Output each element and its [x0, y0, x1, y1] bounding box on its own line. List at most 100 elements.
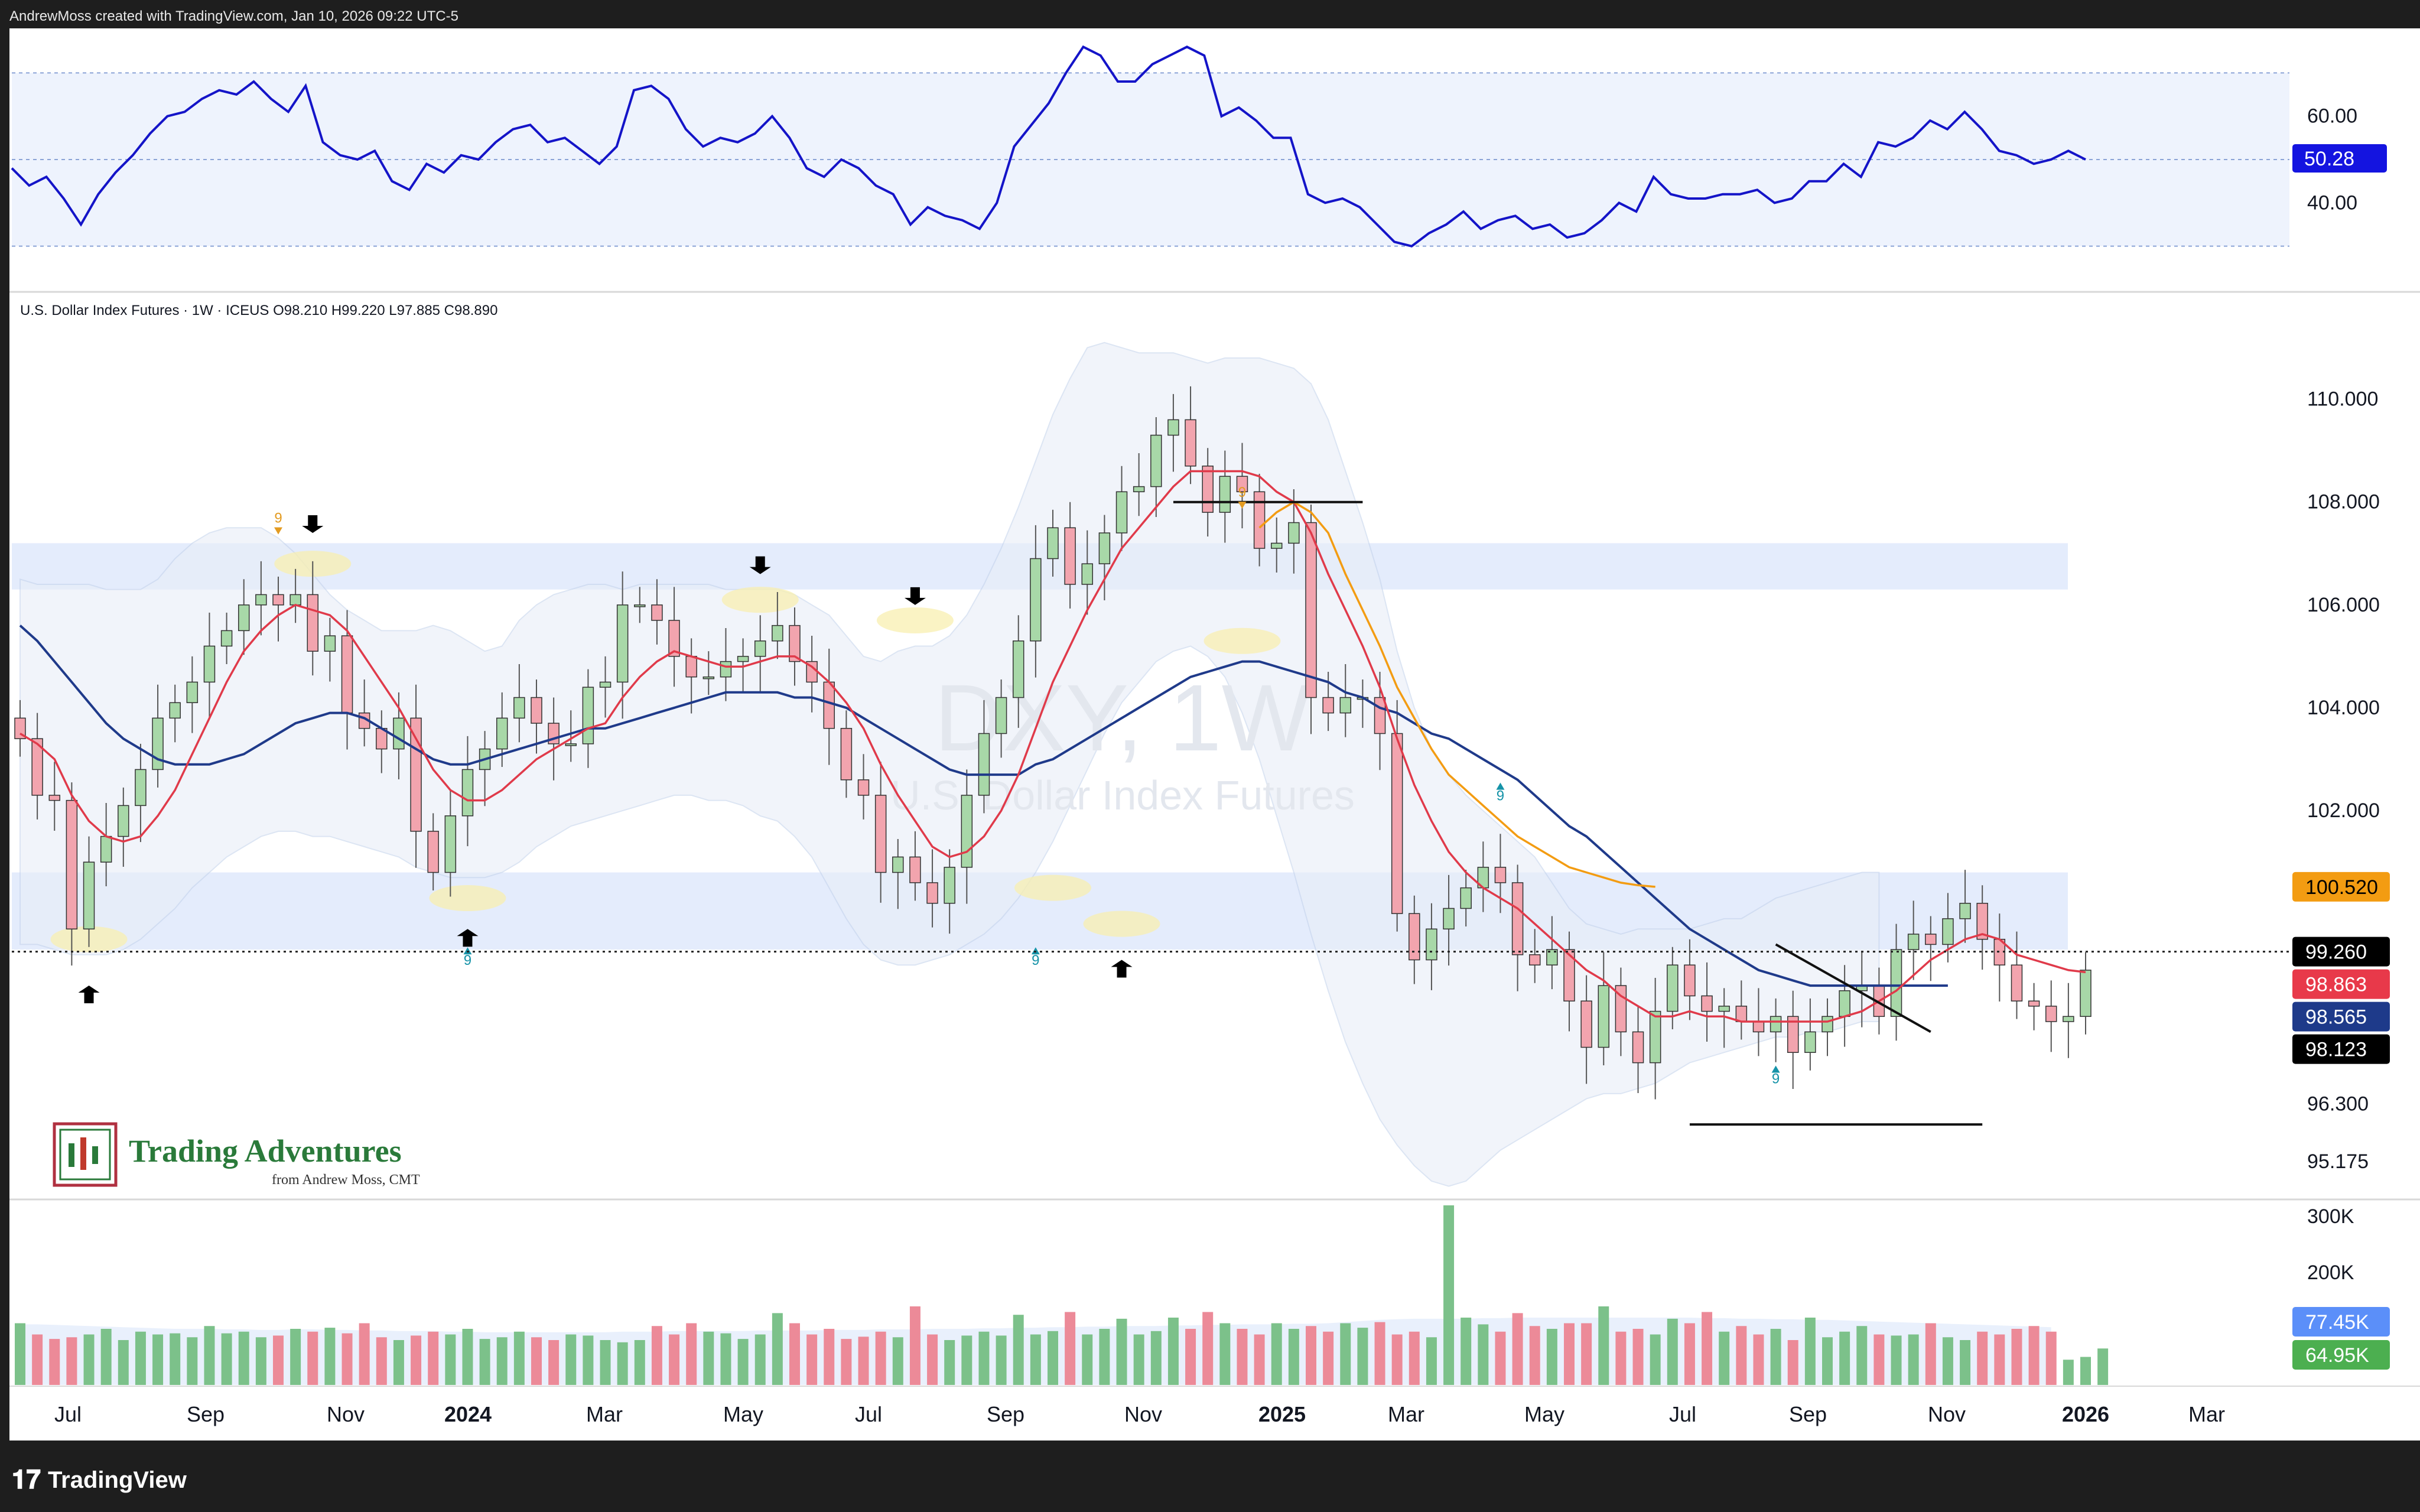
volume-bar — [1564, 1323, 1575, 1385]
volume-bar — [1856, 1326, 1868, 1385]
candle-body — [857, 779, 870, 796]
volume-bar — [1426, 1337, 1437, 1385]
candle-body — [1030, 558, 1042, 642]
candle-body — [1460, 887, 1472, 909]
price-tick-label: 96.300 — [2307, 1092, 2369, 1115]
volume-label-value: 77.45K — [2305, 1311, 2369, 1334]
candle-body — [1012, 640, 1024, 698]
volume-bar — [1374, 1322, 1385, 1385]
volume-bar — [583, 1335, 594, 1385]
candle-body — [203, 645, 216, 683]
candle-body — [1580, 1000, 1592, 1048]
volume-bar — [1133, 1334, 1144, 1385]
candle-body — [31, 738, 43, 796]
candle-body — [1511, 882, 1524, 955]
candle-body — [737, 656, 749, 662]
candle-body — [651, 604, 663, 621]
candle-body — [944, 867, 955, 904]
candle-body — [1770, 1016, 1782, 1033]
volume-bar — [341, 1333, 353, 1385]
volume-bar — [944, 1340, 955, 1385]
tradingview-footer-logo[interactable]: 𝟏𝟕 TradingView — [12, 1465, 187, 1495]
triangle-down-icon — [1238, 502, 1247, 509]
volume-bar — [324, 1328, 336, 1385]
sequential-count-label: 9 — [1032, 952, 1039, 968]
candle-body — [995, 697, 1007, 734]
rsi-tick-label: 40.00 — [2307, 191, 2357, 214]
time-tick-label: May — [1524, 1402, 1564, 1426]
candle-body — [1443, 908, 1455, 930]
candle-body — [1598, 985, 1610, 1048]
highlight-ellipse — [876, 607, 954, 633]
volume-bar — [290, 1329, 301, 1385]
highlight-ellipse — [1204, 627, 1281, 654]
time-tick-label: Mar — [1388, 1402, 1424, 1426]
candle-body — [565, 743, 577, 746]
candle-body — [599, 681, 611, 688]
candle-body — [874, 795, 887, 873]
volume-bar — [1202, 1312, 1214, 1385]
volume-bar — [187, 1337, 198, 1385]
price-tick-label: 104.000 — [2307, 697, 2380, 719]
highlight-ellipse — [1083, 911, 1160, 937]
candle-body — [1649, 1010, 1661, 1064]
volume-bar — [772, 1313, 783, 1385]
volume-bar — [1581, 1323, 1592, 1385]
candle-body — [513, 697, 525, 719]
volume-bar — [1684, 1323, 1695, 1385]
volume-bar — [565, 1334, 577, 1385]
volume-bar — [2028, 1326, 2040, 1385]
volume-bar — [479, 1339, 490, 1385]
time-tick-label: Nov — [1124, 1402, 1162, 1426]
volume-bar — [1116, 1318, 1127, 1385]
time-tick-label: Jul — [855, 1402, 882, 1426]
volume-bar — [1960, 1340, 1971, 1385]
candle-body — [1890, 949, 1902, 1017]
candle-body — [272, 594, 284, 606]
candle-body — [1959, 903, 1971, 919]
candle-body — [1735, 1006, 1748, 1022]
volume-bar — [1391, 1334, 1403, 1385]
volume-bar — [754, 1334, 766, 1385]
volume-bar — [1512, 1313, 1523, 1385]
triangle-up-icon — [1496, 782, 1505, 790]
volume-bar — [1495, 1331, 1506, 1385]
candle-body — [1907, 934, 1920, 950]
volume-bar — [1288, 1329, 1299, 1385]
volume-bar — [135, 1331, 146, 1385]
volume-bar — [1736, 1326, 1747, 1385]
volume-bar — [1787, 1340, 1798, 1385]
volume-bar — [428, 1331, 439, 1385]
volume-bar — [720, 1333, 731, 1385]
volume-bar — [1598, 1306, 1609, 1385]
volume-bar — [1770, 1329, 1781, 1385]
volume-bar — [1546, 1329, 1557, 1385]
candle-body — [1409, 913, 1420, 961]
volume-bar — [1804, 1318, 1816, 1385]
candle-body — [341, 635, 353, 714]
candle-body — [186, 681, 199, 703]
candle-body — [2045, 1006, 2057, 1022]
candle-body — [255, 594, 267, 606]
candle-body — [1167, 419, 1179, 436]
candle-body — [118, 805, 129, 837]
volume-bar — [376, 1337, 387, 1385]
trend-line — [1775, 943, 1931, 1033]
sequential-count-label: 9 — [1772, 1071, 1780, 1087]
time-tick-label: Nov — [1928, 1402, 1966, 1426]
price-tick-label: 102.000 — [2307, 799, 2380, 822]
logo-subtitle: from Andrew Moss, CMT — [272, 1172, 420, 1188]
candle-body — [1098, 532, 1111, 564]
price-label-badge — [2292, 937, 2390, 967]
volume-tick-label: 200K — [2307, 1261, 2354, 1284]
volume-bar — [411, 1335, 422, 1385]
candle-body — [1804, 1031, 1816, 1053]
time-tick-label: Sep — [1789, 1402, 1827, 1426]
time-tick-label: 2025 — [1258, 1402, 1306, 1426]
volume-bar — [1632, 1329, 1644, 1385]
volume-bar — [1443, 1205, 1455, 1385]
volume-bar — [2011, 1329, 2022, 1385]
watermark-name: U.S. Dollar Index Futures — [890, 772, 1355, 818]
